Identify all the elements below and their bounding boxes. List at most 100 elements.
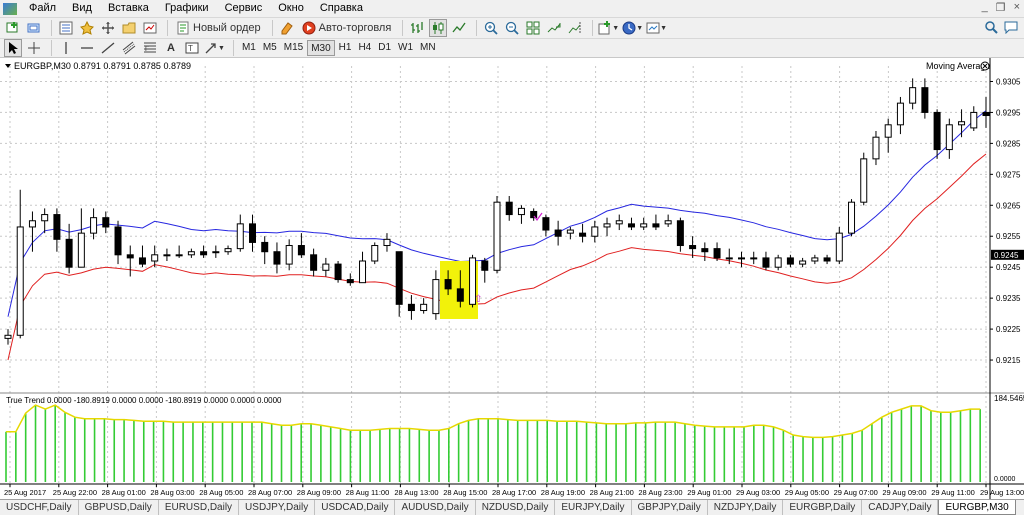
indicators-button[interactable]: ▼: [598, 19, 619, 37]
new-order-button[interactable]: Новый ордер: [173, 19, 264, 37]
candle: [603, 217, 611, 237]
trendline-button[interactable]: [99, 39, 117, 57]
periods-button[interactable]: ▼: [622, 19, 643, 37]
cursor-button[interactable]: [4, 39, 22, 57]
candle: [505, 196, 513, 221]
market-watch-button[interactable]: [57, 19, 75, 37]
horizontal-line-button[interactable]: [78, 39, 96, 57]
candle: [591, 220, 599, 243]
chart-tab[interactable]: USDCHF,Daily: [0, 500, 79, 515]
candle: [456, 270, 464, 308]
chart-window[interactable]: ⇧ 0.9305 0.9295 0.9285 0.9275 0.9265 0.9255 0.…: [0, 57, 1024, 500]
bar-chart-button[interactable]: [408, 19, 426, 37]
candle: [77, 208, 85, 268]
templates-button[interactable]: ▼: [646, 19, 667, 37]
menu-help[interactable]: Справка: [319, 2, 363, 14]
candle: [517, 205, 525, 224]
menu-insert[interactable]: Вставка: [107, 2, 149, 14]
candle: [285, 239, 293, 271]
time-tick-label: 28 Aug 17:00: [492, 488, 536, 497]
candle: [725, 248, 733, 265]
price-tick-label: 0.9305: [996, 77, 1021, 86]
menu-tools[interactable]: Сервис: [224, 2, 263, 14]
current-price-marker: 0.9245: [991, 249, 1024, 260]
meta-editor-button[interactable]: [278, 19, 296, 37]
chart-tab[interactable]: NZDUSD,Daily: [476, 500, 556, 515]
vertical-line-button[interactable]: [57, 39, 75, 57]
chart-tab[interactable]: AUDUSD,Daily: [395, 500, 476, 515]
navigator-button[interactable]: [78, 19, 96, 37]
chart-tab[interactable]: CADJPY,Daily: [862, 500, 939, 515]
candle: [530, 208, 538, 221]
chart-tab[interactable]: USDCAD,Daily: [315, 500, 396, 515]
timeframe-m5[interactable]: M5: [262, 42, 277, 53]
close-button[interactable]: ×: [1013, 1, 1020, 13]
chart-tab[interactable]: GBPJPY,Daily: [632, 500, 708, 515]
zoom-out-button[interactable]: [503, 19, 521, 37]
terminal-button[interactable]: [120, 19, 138, 37]
data-window-button[interactable]: [99, 19, 117, 37]
auto-scroll-button[interactable]: [545, 19, 563, 37]
menu-file[interactable]: Файл: [29, 2, 57, 14]
candlestick-button[interactable]: [429, 19, 448, 37]
channel-button[interactable]: [120, 39, 138, 57]
chart-tab[interactable]: EURGBP,Daily: [783, 500, 863, 515]
chart-tab[interactable]: EURGBP,M30: [938, 500, 1016, 515]
candle: [90, 208, 98, 240]
timeframe-h1[interactable]: H1: [338, 42, 352, 53]
chart-tab[interactable]: EURUSD,Daily: [159, 500, 240, 515]
indicator-close-icon[interactable]: [980, 61, 990, 71]
auto-trading-button[interactable]: Авто-торговля: [299, 19, 395, 37]
toolbar-separator: [232, 40, 234, 56]
toolbar-separator: [402, 20, 404, 36]
time-tick-label: 28 Aug 03:00: [150, 488, 194, 497]
menu-charts[interactable]: Графики: [164, 2, 209, 14]
time-tick-label: 25 Aug 22:00: [53, 488, 97, 497]
price-chart[interactable]: ⇧ 0.9305 0.9295 0.9285 0.9275 0.9265 0.9255 0.…: [0, 58, 1024, 500]
minimize-button[interactable]: _: [981, 1, 988, 13]
timeframe-w1[interactable]: W1: [398, 42, 414, 53]
tile-windows-icon: [526, 21, 540, 35]
new-chart-button[interactable]: [4, 19, 22, 37]
profiles-button[interactable]: [25, 19, 43, 37]
price-tick-label: 0.9265: [996, 201, 1021, 210]
candle: [469, 254, 477, 308]
crosshair-button[interactable]: [25, 39, 43, 57]
chart-tab[interactable]: EURJPY,Daily: [555, 500, 632, 515]
timeframe-m15[interactable]: M15: [283, 42, 304, 53]
candle: [371, 242, 379, 265]
timeframe-h4[interactable]: H4: [358, 42, 372, 53]
chart-tab[interactable]: USDJPY,Daily: [239, 500, 316, 515]
zoom-in-button[interactable]: [482, 19, 500, 37]
menu-view[interactable]: Вид: [72, 2, 92, 14]
arrows-button[interactable]: ▼: [204, 39, 225, 57]
chart-shift-button[interactable]: [566, 19, 584, 37]
text-tool-icon: A: [167, 42, 175, 54]
candle: [16, 189, 24, 339]
timeframe-d1[interactable]: D1: [378, 42, 392, 53]
candle: [713, 242, 721, 261]
timeframe-m1[interactable]: M1: [241, 42, 256, 53]
line-chart-button[interactable]: [450, 19, 468, 37]
chart-tab[interactable]: NZDJPY,Daily: [708, 500, 784, 515]
candle: [114, 220, 122, 265]
candle: [28, 211, 36, 252]
timeframe-mn[interactable]: MN: [420, 42, 436, 53]
candle: [921, 78, 929, 119]
auto-scroll-icon: [547, 23, 561, 33]
restore-button[interactable]: ❐: [995, 2, 1006, 14]
chart-header: EURGBP,M30 0.8791 0.8791 0.8785 0.8789: [14, 61, 191, 71]
tile-windows-button[interactable]: [524, 19, 542, 37]
price-tick-label: 0.9235: [996, 294, 1021, 303]
fibonacci-button[interactable]: F: [141, 39, 159, 57]
search-icon[interactable]: [984, 20, 998, 34]
tester-button[interactable]: [141, 19, 159, 37]
text-button[interactable]: A: [162, 39, 180, 57]
timeframe-m30[interactable]: M30: [307, 40, 335, 56]
chart-shift-icon: [568, 22, 581, 34]
chart-tab[interactable]: GBPUSD,Daily: [79, 500, 159, 515]
candle: [689, 236, 697, 258]
menu-window[interactable]: Окно: [278, 2, 304, 14]
chat-icon[interactable]: [1004, 20, 1018, 34]
label-button[interactable]: T: [183, 39, 201, 57]
